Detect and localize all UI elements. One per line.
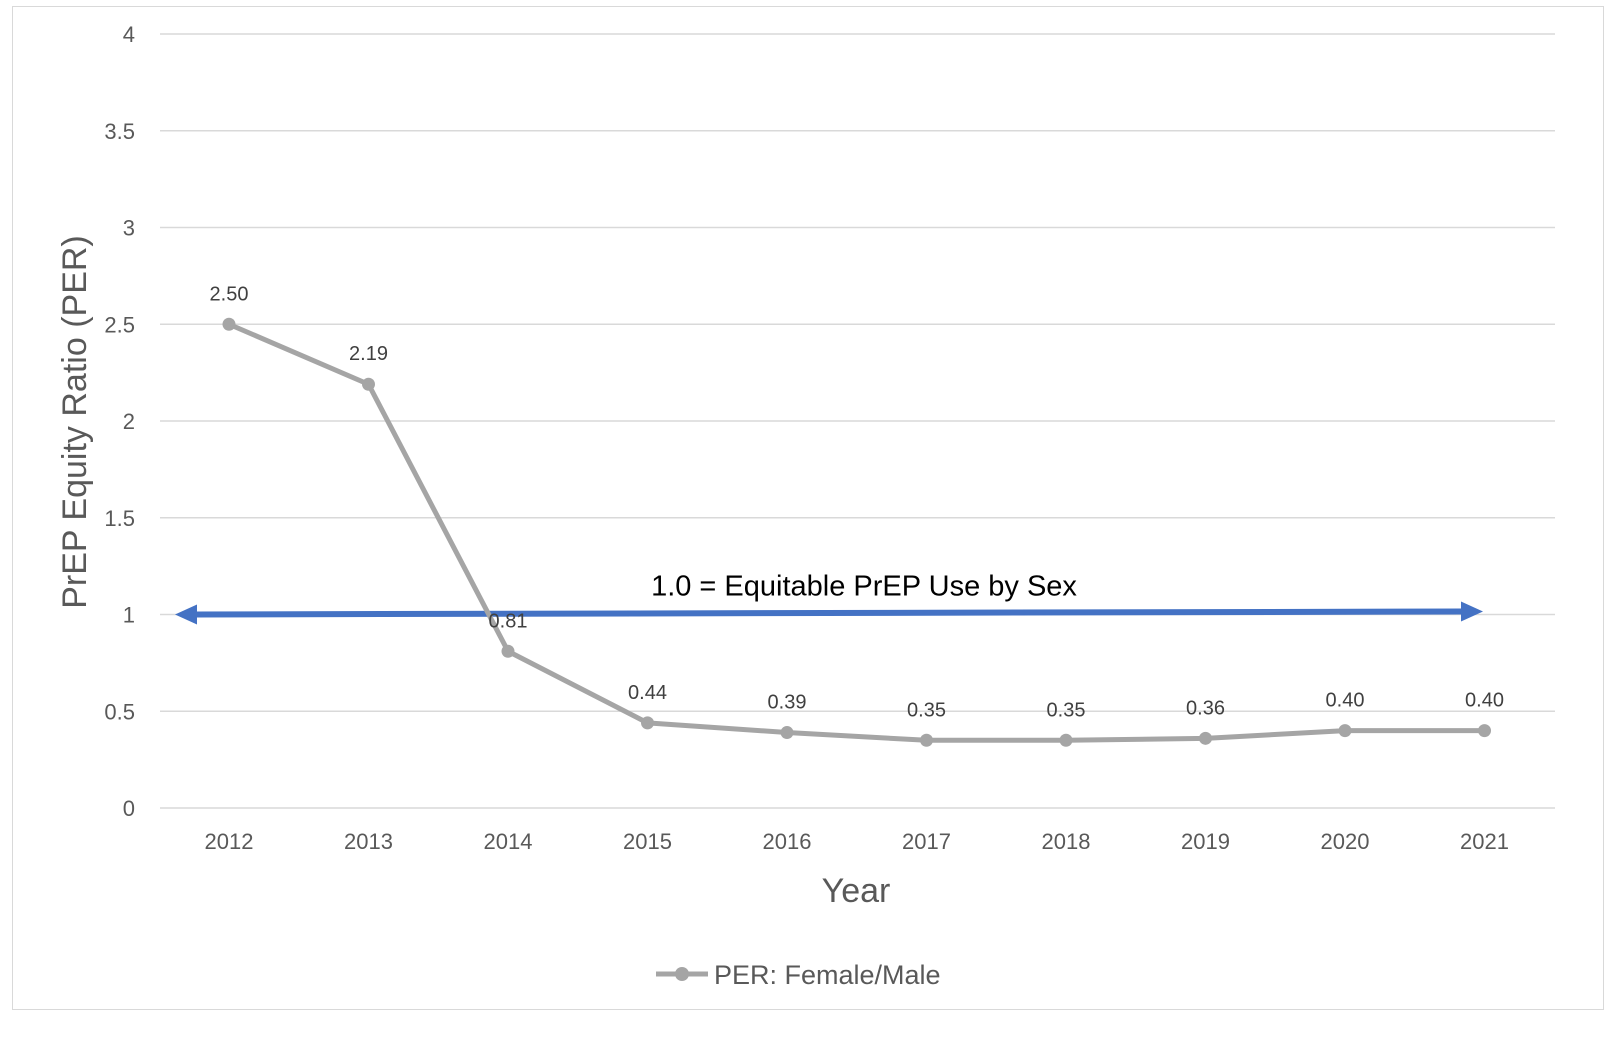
data-label: 0.36 xyxy=(1186,697,1225,719)
data-point xyxy=(1059,733,1073,747)
reference-arrow-left xyxy=(175,604,197,625)
data-point xyxy=(501,644,515,658)
y-tick-label: 2 xyxy=(123,409,135,434)
y-axis-label: PrEP Equity Ratio (PER) xyxy=(56,235,94,609)
x-tick-label: 2018 xyxy=(1042,829,1091,854)
chart-frame xyxy=(12,6,1604,1010)
y-tick-label: 1 xyxy=(123,603,135,628)
y-tick-label: 3.5 xyxy=(104,119,135,144)
data-label: 0.40 xyxy=(1465,690,1504,712)
data-label: 0.81 xyxy=(489,610,528,632)
data-point xyxy=(1478,724,1491,738)
data-point xyxy=(641,716,654,730)
x-tick-label: 2015 xyxy=(623,829,672,854)
x-tick-label: 2014 xyxy=(484,829,533,854)
data-point xyxy=(222,317,236,331)
data-point xyxy=(1199,731,1212,745)
series-group: 2.50 2.19 0.81 0.44 0.39 0.35 0.35 0.36 0.40 0.40 xyxy=(210,283,1504,747)
data-label: 0.35 xyxy=(1047,699,1086,721)
x-axis-label: Year xyxy=(822,872,891,910)
data-label: 2.50 xyxy=(210,283,249,305)
legend-entry-label: PER: Female/Male xyxy=(714,960,941,990)
x-tick-label: 2016 xyxy=(763,829,812,854)
x-tick-label: 2019 xyxy=(1181,829,1230,854)
gridlines xyxy=(160,33,1555,809)
y-tick-label: 2.5 xyxy=(104,312,135,337)
data-label: 2.19 xyxy=(349,343,388,365)
legend-point-marker xyxy=(675,967,689,981)
x-tick-label: 2017 xyxy=(902,829,951,854)
reference-line-group: 1.0 = Equitable PrEP Use by Sex xyxy=(175,571,1483,625)
data-point xyxy=(780,726,794,740)
reference-line xyxy=(194,608,1464,618)
data-label: 0.39 xyxy=(768,692,807,714)
y-axis-ticks: 0 0.5 1 1.5 2 2.5 3 3.5 4 xyxy=(104,22,135,821)
y-tick-label: 1.5 xyxy=(104,506,135,531)
legend: PER: Female/Male xyxy=(656,960,941,990)
y-tick-label: 0 xyxy=(123,796,135,821)
x-tick-label: 2013 xyxy=(344,829,393,854)
x-tick-label: 2020 xyxy=(1321,829,1370,854)
reference-arrow-right xyxy=(1461,601,1483,622)
reference-line-label: 1.0 = Equitable PrEP Use by Sex xyxy=(651,571,1077,603)
y-tick-label: 4 xyxy=(123,22,135,47)
data-label: 0.40 xyxy=(1326,690,1365,712)
data-label: 0.35 xyxy=(907,699,946,721)
data-point xyxy=(1338,724,1352,738)
data-label: 0.44 xyxy=(628,682,667,704)
series-line xyxy=(228,321,1485,743)
data-point xyxy=(362,377,375,391)
data-point xyxy=(920,733,933,747)
x-tick-label: 2021 xyxy=(1460,829,1509,854)
x-tick-label: 2012 xyxy=(205,829,254,854)
y-tick-label: 3 xyxy=(123,216,135,241)
x-axis-ticks: 2012 2013 2014 2015 2016 2017 2018 2019 2020 2021 xyxy=(205,829,1509,854)
y-tick-label: 0.5 xyxy=(104,699,135,724)
